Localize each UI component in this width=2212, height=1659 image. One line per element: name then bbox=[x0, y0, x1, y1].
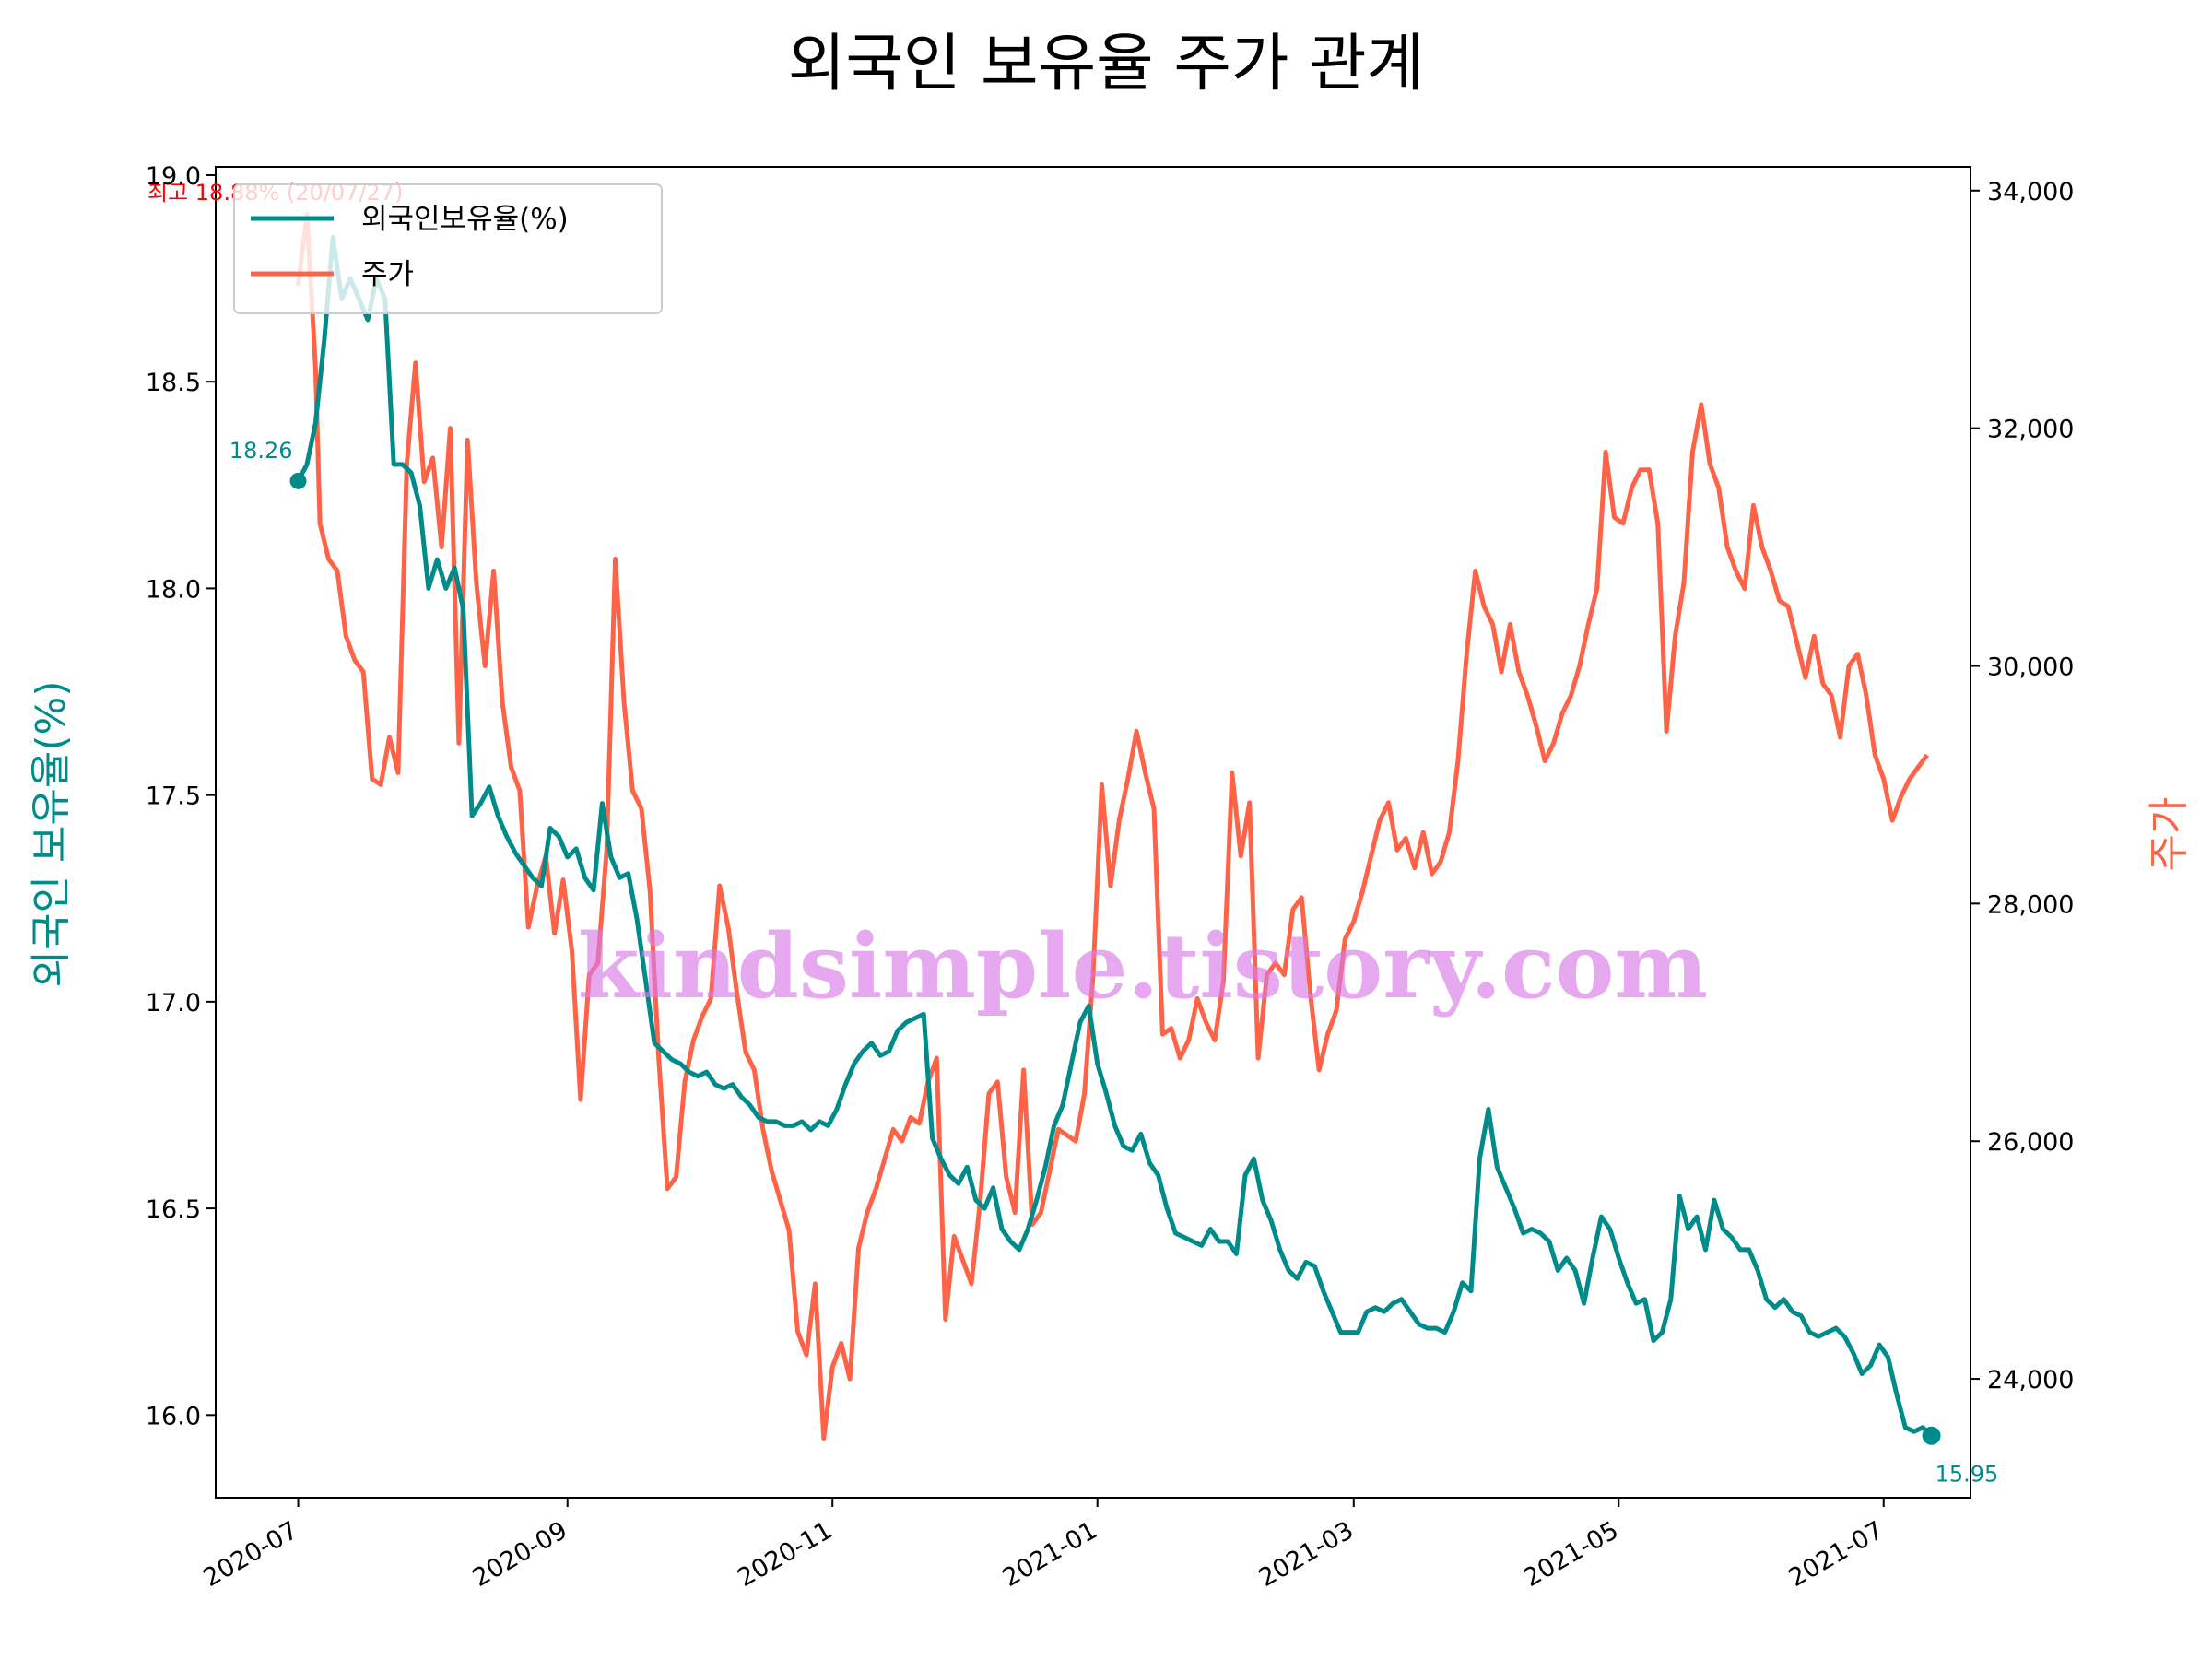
left-tick-label: 17.0 bbox=[146, 989, 201, 1018]
left-tick-label: 18.0 bbox=[146, 575, 201, 604]
left-tick-label: 18.5 bbox=[146, 369, 201, 397]
start-value-label: 18.26 bbox=[229, 438, 293, 464]
chart-title: 외국인 보유율 주가 관계 bbox=[788, 28, 1424, 100]
right-tick-label: 32,000 bbox=[1987, 416, 2074, 444]
right-tick-label: 28,000 bbox=[1987, 890, 2074, 919]
end-point-marker bbox=[1922, 1426, 1941, 1445]
plot-frame bbox=[215, 166, 1971, 1499]
right-y-axis: 24,000 26,000 28,000 30,000 32,000 34,000 bbox=[1971, 178, 2074, 1394]
left-tick-label: 16.5 bbox=[146, 1195, 201, 1224]
legend-box bbox=[233, 183, 663, 314]
right-tick-label: 30,000 bbox=[1987, 653, 2074, 682]
price-line bbox=[296, 212, 1929, 1441]
price-series bbox=[296, 212, 1929, 1441]
left-tick-label: 16.0 bbox=[146, 1402, 201, 1430]
left-tick-label: 19.0 bbox=[146, 162, 201, 191]
left-y-axis-label: 외국인 보유율(%) bbox=[28, 680, 75, 987]
right-y-axis-label: 주가 bbox=[2146, 797, 2193, 872]
holding-line bbox=[296, 234, 1934, 1438]
legend-label-holding: 외국인보유율(%) bbox=[361, 203, 569, 236]
holding-series bbox=[296, 234, 1934, 1438]
legend: 외국인보유율(%) 주가 bbox=[233, 183, 663, 314]
legend-label-price: 주가 bbox=[361, 258, 414, 291]
watermark: kindsimple.tistory.com bbox=[578, 914, 1708, 1018]
left-y-axis: 16.0 16.5 17.0 17.5 18.0 18.5 19.0 bbox=[146, 162, 216, 1430]
right-tick-label: 24,000 bbox=[1987, 1366, 2074, 1394]
right-tick-label: 34,000 bbox=[1987, 178, 2074, 206]
left-tick-label: 17.5 bbox=[146, 782, 201, 811]
right-tick-label: 26,000 bbox=[1987, 1128, 2074, 1157]
start-point-marker bbox=[289, 472, 307, 489]
end-value-label: 15.95 bbox=[1936, 1462, 1999, 1488]
